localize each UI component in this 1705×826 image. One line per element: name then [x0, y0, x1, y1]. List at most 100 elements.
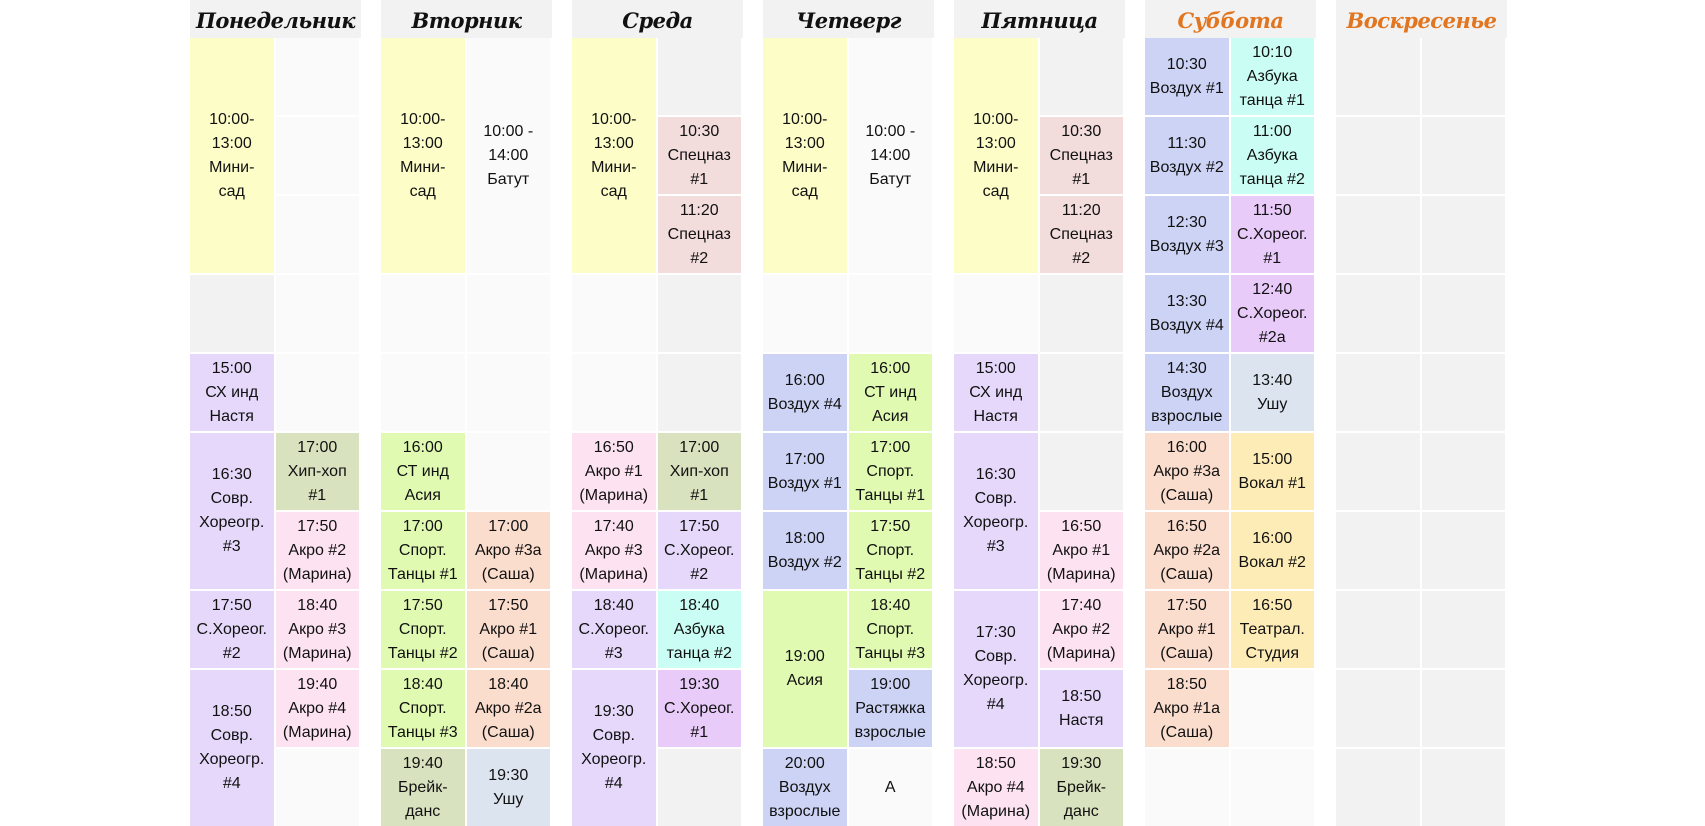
class-slot: 18:40 Акро #2а (Саша) — [466, 670, 550, 747]
class-slot: 18:50 Акро #1а (Саша) — [1145, 670, 1229, 747]
class-text-line: Танцы #1 — [855, 486, 926, 504]
class-text-line: #1 — [1072, 170, 1091, 188]
class-text-line: 13:00 — [211, 134, 252, 152]
empty-slot — [657, 38, 741, 115]
class-text-line: 15:00 — [211, 359, 252, 377]
class-text-line: #2 — [690, 565, 709, 583]
class-text-line: Спорт. — [866, 541, 915, 559]
class-text-line: 19:30 — [593, 703, 634, 720]
class-slot: 18:40 Азбука танца #2 — [657, 591, 741, 668]
class-text-line: (Марина) — [1046, 565, 1116, 583]
empty-slot — [466, 433, 550, 510]
class-text-line: Воздух #2 — [1149, 158, 1224, 176]
class-text-line: 13:00 — [402, 134, 443, 152]
class-text-line: Хореогр. — [963, 672, 1029, 689]
class-text-line: 10:00- — [973, 110, 1019, 128]
class-text-line: Воздух #3 — [1149, 237, 1224, 255]
class-text-line: С.Хореог. — [196, 620, 267, 638]
class-slot: 19:30 С.Хореог. #1 — [657, 670, 741, 747]
class-text-line: Совр. — [974, 490, 1017, 507]
class-text-line: Азбука — [673, 620, 725, 638]
class-slot: 17:40 Акро #2 (Марина) — [1039, 591, 1123, 668]
class-text-line: Спецназ — [1049, 225, 1113, 243]
class-text-line: 20:00 — [784, 754, 825, 772]
class-slot: 17:40 Акро #3 (Марина) — [572, 512, 656, 589]
class-text-line: Спорт. — [398, 541, 447, 559]
empty-slot — [1039, 38, 1123, 115]
class-text-line: 17:00 — [402, 517, 443, 535]
class-text-line: Вокал #2 — [1238, 553, 1306, 571]
class-slot: 18:40 Спорт. Танцы #3 — [848, 591, 932, 668]
class-slot: 19:30 Ушу — [466, 749, 550, 826]
class-slot: 18:50 Совр. Хореогр. #4 — [190, 670, 274, 826]
empty-slot — [1336, 275, 1420, 352]
class-text-line: Совр. — [210, 490, 253, 507]
class-text-line: 18:50 — [1061, 687, 1102, 705]
class-text-line: 17:50 — [679, 517, 720, 535]
empty-slot — [848, 275, 932, 352]
class-text-line: 14:00 — [488, 146, 529, 164]
class-text-line: 18:50 — [211, 703, 252, 720]
class-text-line: Ушу — [493, 790, 524, 808]
class-text-line: Брейк- — [1056, 778, 1107, 796]
empty-slot — [657, 354, 741, 431]
empty-slot — [1421, 749, 1505, 826]
class-slot: 19:00 Асия — [763, 591, 847, 747]
empty-slot — [1336, 196, 1420, 273]
empty-slot — [275, 38, 359, 115]
class-slot: 17:00 Спорт. Танцы #1 — [848, 433, 932, 510]
class-text-line: С.Хореог. — [1237, 225, 1308, 243]
class-text-line: 11:50 — [1252, 201, 1292, 219]
class-text-line: Асия — [404, 486, 441, 504]
class-text-line: 18:40 — [297, 596, 338, 614]
class-text-line: танца #2 — [666, 644, 732, 662]
class-text-line: 19:00 — [784, 648, 825, 665]
class-text-line: 19:00 — [870, 675, 911, 693]
class-text-line: 10:30 — [679, 122, 720, 140]
class-text-line: Воздух #1 — [1149, 79, 1224, 97]
class-slot: 17:50 С.Хореог. #2 — [190, 591, 274, 668]
empty-slot — [275, 354, 359, 431]
empty-slot — [1336, 354, 1420, 431]
class-slot: 18:50 Настя — [1039, 670, 1123, 747]
class-text-line: 17:40 — [593, 517, 634, 535]
empty-slot — [1421, 512, 1505, 589]
class-text-line: Акро #3а — [474, 541, 542, 559]
class-text-line: Хип-хоп — [287, 462, 347, 480]
class-text-line: Настя — [1059, 711, 1104, 729]
class-text-line: 13:40 — [1252, 371, 1293, 389]
class-slot: 19:30 Совр. Хореогр. #4 — [572, 670, 656, 826]
class-text-line: СТ инд — [396, 462, 449, 480]
empty-slot — [1336, 38, 1420, 115]
class-slot: 16:00 СТ инд Асия — [381, 433, 465, 510]
class-text-line: Воздух #1 — [767, 474, 842, 492]
empty-slot — [275, 196, 359, 273]
class-text-line: Акро #2 — [1052, 620, 1111, 638]
class-text-line: Настя — [209, 407, 254, 425]
class-text-line: Танцы #3 — [855, 644, 926, 662]
class-text-line: 11:00 — [1252, 122, 1292, 140]
class-text-line: #1 — [1263, 249, 1282, 267]
class-slot: 10:00 - 14:00 Батут — [848, 38, 932, 273]
class-text-line: взрослые — [1151, 407, 1223, 425]
empty-slot — [572, 275, 656, 352]
class-text-line: 17:50 — [870, 517, 911, 535]
class-text-line: 18:50 — [975, 754, 1016, 772]
class-text-line: 13:00 — [593, 134, 634, 152]
class-text-line: 16:00 — [1252, 529, 1293, 547]
class-slot: 15:00 СХ инд Настя — [954, 354, 1038, 431]
class-text-line: Акро #1 — [1157, 620, 1216, 638]
class-slot: 16:50 Акро #1 (Марина) — [572, 433, 656, 510]
empty-slot — [1039, 275, 1123, 352]
class-text-line: Спорт. — [398, 620, 447, 638]
empty-slot — [1421, 117, 1505, 194]
empty-slot — [1421, 591, 1505, 668]
class-text-line: Хореогр. — [199, 514, 265, 531]
class-text-line: 10:00- — [209, 110, 255, 128]
class-text-line: сад — [409, 182, 436, 200]
class-text-line: Танцы #1 — [387, 565, 458, 583]
empty-slot — [1421, 196, 1505, 273]
class-text-line: танца #2 — [1239, 170, 1305, 188]
class-text-line: С.Хореог. — [664, 541, 735, 559]
class-text-line: Акро #4 — [288, 699, 347, 717]
